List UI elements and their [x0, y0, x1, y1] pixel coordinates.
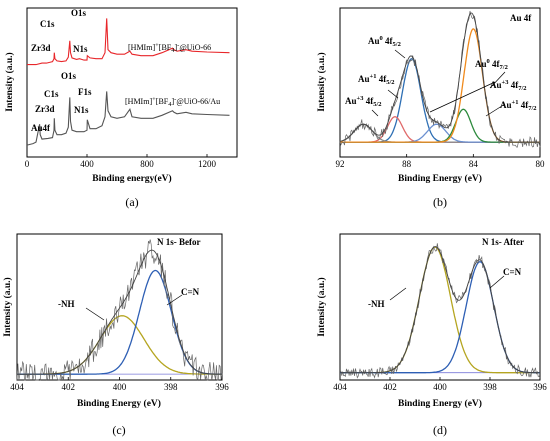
b-au0-52-label: Au0 4f5/2: [368, 35, 401, 48]
d-title: N 1s- After: [482, 237, 524, 247]
panel-b-x-ticks: 92 88 84 80: [336, 154, 546, 169]
panel-d-series: [339, 243, 541, 379]
b-xtick-label-84: 84: [469, 159, 479, 169]
panel-a-ylabel: Intensity (a.u.): [4, 52, 15, 111]
c-nh-label: -NH: [58, 299, 75, 309]
d-cn-label: C=N: [503, 267, 522, 277]
panel-a-series: [26, 18, 230, 146]
d-xtick-label-398: 398: [483, 382, 497, 392]
a-xtick-label-400: 400: [80, 159, 94, 169]
b-au3-52-label: Au+3 4f5/2: [345, 95, 382, 108]
panel-c-series: [16, 239, 223, 382]
c-title: N 1s- Befor: [157, 237, 201, 247]
c-raw-data: [16, 239, 223, 382]
b-xtick-label-88: 88: [402, 159, 412, 169]
d-xtick-label-396: 396: [533, 382, 547, 392]
b-xtick-label-80: 80: [536, 159, 546, 169]
a-series-uio66-line: [27, 18, 230, 66]
c-arrow-cn: [166, 294, 183, 306]
a-gray-zr3d-label: Zr3d: [35, 104, 55, 114]
b-arrow-au3-72a: [489, 71, 506, 89]
b-arrow-au1-52: [387, 89, 399, 99]
panel-c-ylabel: Intensity (a.u.): [2, 277, 13, 336]
panel-b-series: [339, 10, 541, 148]
b-arrow-au0-52: [394, 49, 406, 59]
b-au1-72-label: Au+1 4f7/2: [500, 99, 537, 112]
panel-d-label: (d): [433, 423, 447, 437]
d-peak-1: [340, 261, 540, 374]
a-gray-n1s-label: N1s: [74, 105, 89, 115]
c-arrow-nh: [85, 307, 105, 321]
panel-b-frame: [339, 7, 541, 158]
c-envelope: [17, 249, 222, 375]
a-red-zr3d-label: Zr3d: [31, 43, 51, 53]
panel-b-au4f-spectrum: Intensity (a.u.) Binding Energy (eV) 92 8…: [316, 7, 546, 209]
b-arrow-au3-52: [371, 109, 379, 117]
d-xtick-label-402: 402: [383, 382, 397, 392]
c-xtick-label-400: 400: [113, 382, 127, 392]
a-series-uio66-au-line: [26, 91, 230, 146]
a-xtick-label-800: 800: [140, 159, 154, 169]
svg-text:[HMIm]+[BF4]-@UiO-66: [HMIm]+[BF4]-@UiO-66: [128, 42, 211, 54]
d-envelope: [340, 246, 540, 374]
panel-a-frame: [26, 7, 238, 158]
c-xtick-label-404: 404: [10, 382, 24, 392]
panel-a-xlabel: Binding energy(eV): [92, 173, 171, 184]
b-xtick-label-92: 92: [336, 159, 345, 169]
b-au0-72-label: Au0 4f7/2: [475, 58, 508, 71]
panel-a-x-ticks: 0 400 800 1200: [25, 154, 217, 169]
c-xtick-label-402: 402: [62, 382, 76, 392]
panel-a-label: (a): [125, 195, 138, 209]
panel-b-ylabel: Intensity (a.u.): [316, 52, 327, 111]
panel-c-xlabel: Binding Energy (eV): [77, 398, 161, 409]
panel-d-ylabel: Intensity (a.u.): [316, 277, 327, 336]
d-xtick-label-404: 404: [333, 382, 347, 392]
panel-c-label: (c): [112, 423, 125, 437]
d-arrow-nh: [389, 287, 407, 301]
a-red-n1s-label: N1s: [73, 44, 88, 54]
c-xtick-label-398: 398: [164, 382, 178, 392]
a-red-sample-label: [HMIm]+[BF4]-@UiO-66: [128, 42, 211, 54]
a-gray-c1s-label: C1s: [44, 89, 59, 99]
panel-b-xlabel: Binding Energy (eV): [398, 173, 482, 184]
b-title: Au 4f: [510, 13, 532, 23]
panel-d-x-ticks: 404 402 400 398 396: [333, 377, 547, 392]
a-gray-f1s-label: F1s: [78, 87, 92, 97]
a-xtick-label-1200: 1200: [198, 159, 217, 169]
b-au3-72-label: Au+3 4f7/2: [490, 79, 527, 92]
b-envelope: [339, 12, 540, 143]
c-xtick-label-396: 396: [215, 382, 229, 392]
b-raw-data: [339, 10, 541, 148]
panel-a-survey-spectrum: Intensity (a.u.) Binding energy(eV) 0 400…: [4, 7, 238, 209]
svg-text:[HMIm]+[BF4]-@UiO-66/Au: [HMIm]+[BF4]-@UiO-66/Au: [125, 96, 220, 108]
d-raw-data: [339, 243, 541, 379]
b-au1-52-label: Au+1 4f5/2: [358, 73, 395, 86]
d-nh-label: -NH: [368, 299, 385, 309]
panel-d-xlabel: Binding Energy (eV): [398, 398, 482, 409]
panel-c-n1s-before: Intensity (a.u.) Binding Energy (eV) 404…: [2, 233, 229, 437]
d-xtick-label-400: 400: [433, 382, 447, 392]
b-arrow-au3-72b: [429, 81, 496, 113]
panel-d-n1s-after: Intensity (a.u.) Binding Energy (eV) 404…: [316, 233, 547, 437]
a-red-o1s-label: O1s: [71, 8, 87, 18]
c-cn-label: C=N: [181, 287, 200, 297]
a-gray-o1s-label: O1s: [61, 71, 77, 81]
a-gray-au4f-label: Au4f: [31, 123, 51, 133]
panel-b-label: (b): [433, 195, 447, 209]
a-red-c1s-label: C1s: [40, 19, 55, 29]
panel-c-x-ticks: 404 402 400 398 396: [10, 377, 229, 392]
d-arrow-cn: [489, 275, 505, 289]
a-gray-sample-label: [HMIm]+[BF4]-@UiO-66/Au: [125, 96, 220, 108]
a-xtick-label-0: 0: [25, 159, 30, 169]
b-arrow-au1-72: [485, 103, 506, 117]
